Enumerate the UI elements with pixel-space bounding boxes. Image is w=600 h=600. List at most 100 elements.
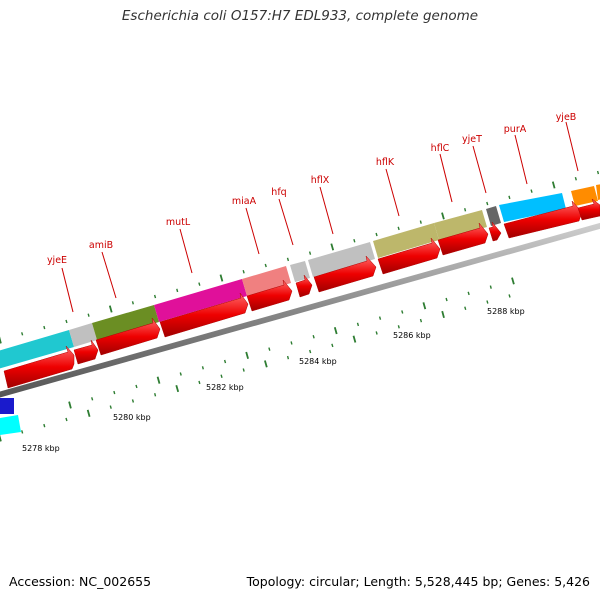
kbp-label-5280: 5280 kbp [113,413,151,422]
inner-tick [21,430,24,434]
outer-tick [596,170,600,175]
middle-tick [445,297,448,302]
outer-tick [87,313,90,317]
inner-tick [464,306,467,310]
gene-label-hflC: hflC [431,143,450,154]
inner-tick [86,409,91,417]
inner-tick [109,405,112,409]
inner-tick [154,393,157,397]
outer-tick [486,201,489,206]
inner-tick [175,384,180,393]
inner-tick [264,360,268,368]
gene-label-hfq: hfq [271,187,286,198]
middle-tick [312,335,315,339]
middle-tick [489,285,492,289]
middle-tick [68,401,72,409]
leader-hflK [385,168,400,217]
outer-tick [264,263,267,268]
outer-tick [419,220,422,224]
middle-tick [268,347,271,351]
cds-arrow-5 [246,279,293,312]
gene-label-yjeB: yjeB [556,112,577,123]
outer-tick [551,181,556,189]
outer-tick [353,239,356,243]
scale-labels: 5278 kbp 5280 kbp 5282 kbp 5284 kbp 5286… [22,307,525,453]
cds-arrow-9 [437,222,489,256]
middle-tick [223,359,227,364]
feature-purA [499,193,566,222]
middle-tick [245,351,249,360]
middle-tick [156,376,161,384]
middle-tick [201,366,204,370]
middle-tick [113,390,116,395]
inner-tick [220,374,223,378]
outer-tick [530,189,533,193]
kbp-label-5282: 5282 kbp [206,383,244,392]
map-title: Escherichia coli O157:H7 EDL933, complet… [121,8,479,24]
leader-miaA [245,207,260,255]
outer-tick-row [0,170,600,344]
middle-tick [422,302,427,310]
feature-segment-cyan-left [0,330,74,369]
outer-tick [308,251,312,255]
cds-arrow-4 [159,292,249,338]
outer-tick [219,274,224,282]
gene-label-hflK: hflK [376,157,395,168]
outer-tick [198,282,201,286]
feature-miaA [242,266,291,296]
feature-hflC [434,210,487,240]
cds-row [3,198,600,389]
feature-yjeT [486,206,501,226]
genome-backbone [0,222,600,398]
inner-tick [286,355,290,360]
inner-tick [352,335,357,343]
inner-tick [198,380,201,385]
kbp-label-5278: 5278 kbp [22,444,60,453]
outer-tick [176,288,179,293]
gene-label-mutL: mutL [166,217,191,228]
cds-arrow-3 [95,317,161,356]
middle-tick-row [68,277,515,409]
cds-arrow-1 [3,345,75,389]
outer-tick [242,270,245,274]
outer-tick [375,232,378,237]
middle-tick [467,291,470,296]
feature-amiB [92,305,159,340]
outer-tick [330,243,335,251]
inner-tick [397,325,400,329]
feature-hflX [308,242,375,277]
inner-tick [65,417,68,422]
leader-amiB [101,251,117,299]
kbp-label-5288: 5288 kbp [487,307,525,316]
feature-mutL [154,279,247,322]
inner-tick [0,434,2,442]
outer-tick [131,301,134,305]
leader-yjeB [565,121,579,172]
inner-tick [242,368,245,372]
cds-arrow-10 [488,221,502,242]
outer-tick [21,332,24,336]
accession-text: Accession: NC_002655 [9,574,152,589]
cds-arrow-12 [577,198,600,221]
gene-label-hflX: hflX [311,175,330,186]
feature-cyan-edge [0,415,21,435]
inner-tick-row [0,294,511,442]
leader-hflC [439,153,453,203]
outer-tick [464,208,467,212]
outer-tick [508,195,511,200]
feature-hflK [373,223,439,258]
leader-yjeE [61,267,74,313]
inner-tick [508,294,511,298]
middle-tick [401,310,404,314]
cds-arrow-2 [73,339,99,365]
feature-blue-edge [0,398,14,414]
gene-labels [61,121,579,313]
inner-tick [331,343,334,348]
inner-tick [309,349,312,354]
middle-tick [91,397,94,401]
cds-arrow-6 [295,274,313,298]
gene-label-yjeT: yjeT [462,134,482,145]
outer-tick [397,226,400,231]
feature-band [0,184,600,369]
